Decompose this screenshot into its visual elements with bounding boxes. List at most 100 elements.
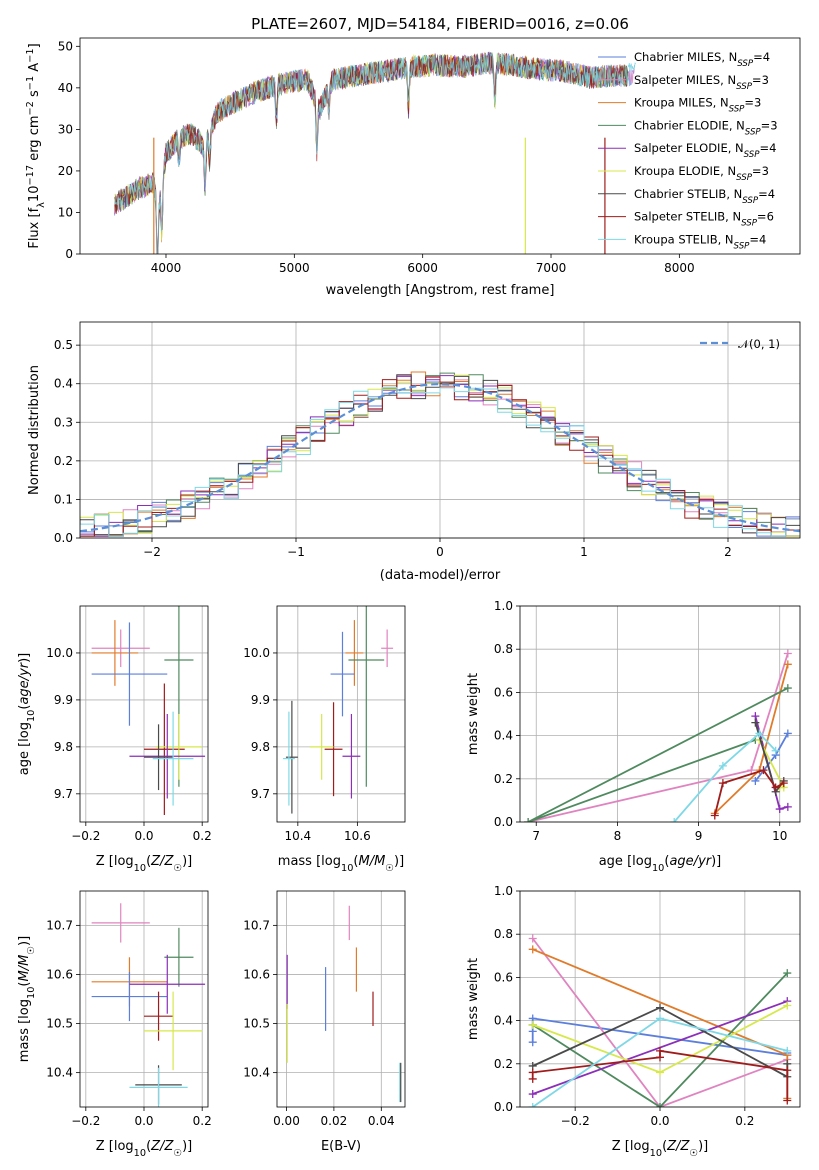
weight-point-marker <box>656 1068 664 1077</box>
x-axis-label: age [log10(age/yr)] <box>599 854 722 874</box>
x-tick-label: 8 <box>614 829 622 843</box>
weight-point-marker <box>783 1096 792 1105</box>
y-axis-label: Normed distribution <box>27 365 42 495</box>
panel-mass-vs-Z: −0.2 0.0 0.2 10.4 10.5 10.6 10.7 <box>46 890 212 1128</box>
axes-frame <box>79 37 801 255</box>
legend-entry: 𝒩(0, 1) <box>738 337 780 351</box>
weight-point-marker <box>775 805 784 814</box>
panel-age-vs-mass: 10.4 10.6 9.7 9.8 9.9 10.0 <box>243 605 406 843</box>
legend-entry: Kroupa STELIB, NSSP=4 <box>634 232 766 251</box>
x-tick-label: 7 <box>532 829 540 843</box>
x-tick-label: 0.2 <box>193 1114 212 1128</box>
weight-point-marker <box>771 746 780 755</box>
axes-frame <box>79 890 209 1108</box>
weight-point-marker <box>783 802 792 811</box>
legend-entry: Salpeter MILES, NSSP=3 <box>634 73 769 92</box>
spectrum-line <box>114 53 629 254</box>
weight-point-marker <box>656 1103 664 1107</box>
x-axis-label: Z [log10(Z/Z☉)] <box>96 854 193 874</box>
legend-entry: Chabrier ELODIE, NSSP=3 <box>634 118 778 137</box>
spectrum-line <box>114 52 635 254</box>
x-axis-label: (data-model)/error <box>380 568 501 583</box>
spectrum-line <box>114 52 629 254</box>
weight-point-marker <box>783 1066 792 1075</box>
weight-point-marker <box>528 934 537 943</box>
x-tick-label: 0.0 <box>134 1114 153 1128</box>
x-axis-label: E(B-V) <box>321 1139 361 1154</box>
axes-frame <box>519 890 801 1108</box>
y-tick-label: 20 <box>58 164 73 178</box>
weight-point-marker <box>771 783 780 792</box>
weight-point-marker <box>783 684 792 693</box>
y-tick-label: 0.3 <box>54 415 73 429</box>
axes-frame <box>79 605 209 823</box>
y-tick-label: 0.0 <box>494 1100 513 1114</box>
legend-entry: Kroupa MILES, NSSP=3 <box>634 96 761 115</box>
weight-point-marker <box>755 729 764 738</box>
x-tick-label: 8000 <box>664 261 695 275</box>
x-tick-label: 0.0 <box>650 1114 669 1128</box>
weight-point-marker <box>524 818 533 822</box>
weight-point-marker <box>528 945 537 954</box>
spectrum-line <box>114 51 635 254</box>
weight-point-marker <box>528 1068 537 1077</box>
weight-point-marker <box>656 1046 664 1055</box>
y-tick-label: 10.5 <box>243 1017 270 1031</box>
x-tick-label: −0.2 <box>561 1114 590 1128</box>
weight-point-marker <box>528 1020 537 1029</box>
x-tick-label: −0.2 <box>71 1114 100 1128</box>
y-tick-label: 0.1 <box>54 492 73 506</box>
x-tick-label: −1 <box>287 545 305 559</box>
weight-series-line <box>532 972 788 1107</box>
y-tick-label: 10 <box>58 205 73 219</box>
panel-mass-vs-EBV: 0.00 0.02 0.04 10.4 10.5 10.6 10.7 <box>243 890 406 1128</box>
y-tick-label: 9.9 <box>54 693 73 707</box>
panel-age-vs-Z: −0.2 0.0 0.2 9.7 9.8 9.9 10.0 <box>46 605 212 843</box>
weight-point-marker <box>656 1014 664 1023</box>
x-axis-label: Z [log10(Z/Z☉)] <box>612 1139 709 1159</box>
y-tick-label: 9.8 <box>54 740 73 754</box>
y-tick-label: 10.7 <box>46 918 73 932</box>
weight-point-marker <box>528 1103 537 1107</box>
y-tick-label: 0.6 <box>494 970 513 984</box>
legend-entry: Salpeter STELIB, NSSP=6 <box>634 210 774 229</box>
x-tick-label: 2 <box>724 545 732 559</box>
x-tick-label: 0.2 <box>735 1114 754 1128</box>
weight-series-line <box>527 653 789 822</box>
x-tick-label: −0.2 <box>71 829 100 843</box>
weight-point-marker <box>783 969 792 978</box>
spectrum-line <box>627 62 636 71</box>
legend-entry: Chabrier STELIB, NSSP=4 <box>634 187 775 206</box>
x-axis-label: Z [log10(Z/Z☉)] <box>96 1139 193 1159</box>
weight-series-line <box>673 732 777 822</box>
y-tick-label: 10.6 <box>243 967 270 981</box>
axes-frame <box>276 605 406 823</box>
x-tick-label: 10.6 <box>344 829 371 843</box>
spectrum-line <box>114 52 629 254</box>
axes-frame <box>519 605 801 823</box>
y-tick-label: 9.8 <box>251 740 270 754</box>
x-tick-label: 10 <box>772 829 787 843</box>
weight-point-marker <box>710 811 719 820</box>
y-tick-label: 0.2 <box>494 1057 513 1071</box>
weight-point-marker <box>656 1003 664 1012</box>
y-tick-label: 0.8 <box>494 927 513 941</box>
weight-point-marker <box>528 1090 537 1099</box>
weight-point-marker <box>759 766 768 775</box>
y-axis-label: age [log10(age/yr)] <box>17 653 37 776</box>
spectrum-line <box>114 52 629 254</box>
y-axis-label: Flux [fλ10−17 erg cm−2 s−1 A−1] <box>25 43 47 248</box>
x-tick-label: 0.2 <box>193 829 212 843</box>
figure-title: PLATE=2607, MJD=54184, FIBERID=0016, z=0… <box>251 15 629 33</box>
y-tick-label: 0.4 <box>494 729 513 743</box>
spectrum-line <box>114 51 629 254</box>
plot-area <box>91 606 206 815</box>
plot-area <box>524 649 792 822</box>
y-tick-label: 50 <box>58 39 73 53</box>
y-tick-label: 0.2 <box>494 772 513 786</box>
y-tick-label: 10.4 <box>243 1066 270 1080</box>
plot-area <box>80 371 800 538</box>
y-tick-label: 9.7 <box>251 787 270 801</box>
y-tick-label: 0 <box>65 247 73 261</box>
